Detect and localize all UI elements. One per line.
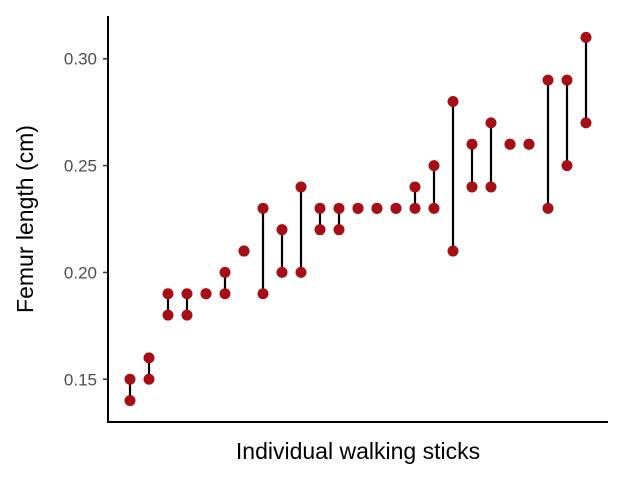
femur-min-point	[485, 181, 497, 193]
femur-max-point	[504, 138, 516, 150]
femur-max-point	[409, 181, 421, 193]
y-tick-label: 0.25	[64, 157, 97, 176]
femur-max-point	[257, 202, 269, 214]
femur-max-point	[238, 245, 250, 257]
femur-max-point	[295, 181, 307, 193]
femur-max-point	[428, 160, 440, 172]
femur-max-point	[333, 202, 345, 214]
y-axis-ticks: 0.15 0.20 0.25 0.30	[64, 50, 108, 389]
x-axis-title: Individual walking sticks	[236, 438, 480, 464]
femur-max-point	[542, 74, 554, 86]
femur-min-point	[466, 181, 478, 193]
femur-max-point	[390, 202, 402, 214]
femur-max-point	[447, 95, 459, 107]
femur-min-point	[580, 117, 592, 129]
femur-max-point	[561, 74, 573, 86]
femur-min-point	[257, 288, 269, 300]
femur-max-point	[523, 138, 535, 150]
y-tick-label: 0.30	[64, 50, 97, 69]
chart-marks	[124, 31, 592, 407]
femur-max-point	[466, 138, 478, 150]
femur-min-point	[333, 224, 345, 236]
femur-min-point	[295, 266, 307, 278]
y-tick-label: 0.20	[64, 263, 97, 282]
femur-max-point	[162, 288, 174, 300]
femur-min-point	[428, 202, 440, 214]
y-axis-title: Femur length (cm)	[12, 125, 38, 313]
femur-max-point	[181, 288, 193, 300]
femur-min-point	[181, 309, 193, 321]
femur-max-point	[314, 202, 326, 214]
femur-max-point	[200, 288, 212, 300]
femur-max-point	[124, 373, 136, 385]
femur-max-point	[219, 266, 231, 278]
femur-max-point	[580, 31, 592, 43]
femur-min-point	[314, 224, 326, 236]
femur-max-point	[276, 224, 288, 236]
femur-min-point	[542, 202, 554, 214]
femur-max-point	[143, 352, 155, 364]
femur-max-point	[352, 202, 364, 214]
femur-min-point	[561, 160, 573, 172]
femur-min-point	[276, 266, 288, 278]
femur-max-point	[485, 117, 497, 129]
y-tick-label: 0.15	[64, 370, 97, 389]
femur-min-point	[162, 309, 174, 321]
femur-min-point	[219, 288, 231, 300]
femur-max-point	[371, 202, 383, 214]
femur-min-point	[143, 373, 155, 385]
femur-min-point	[124, 395, 136, 407]
femur-min-point	[409, 202, 421, 214]
femur-min-point	[447, 245, 459, 257]
